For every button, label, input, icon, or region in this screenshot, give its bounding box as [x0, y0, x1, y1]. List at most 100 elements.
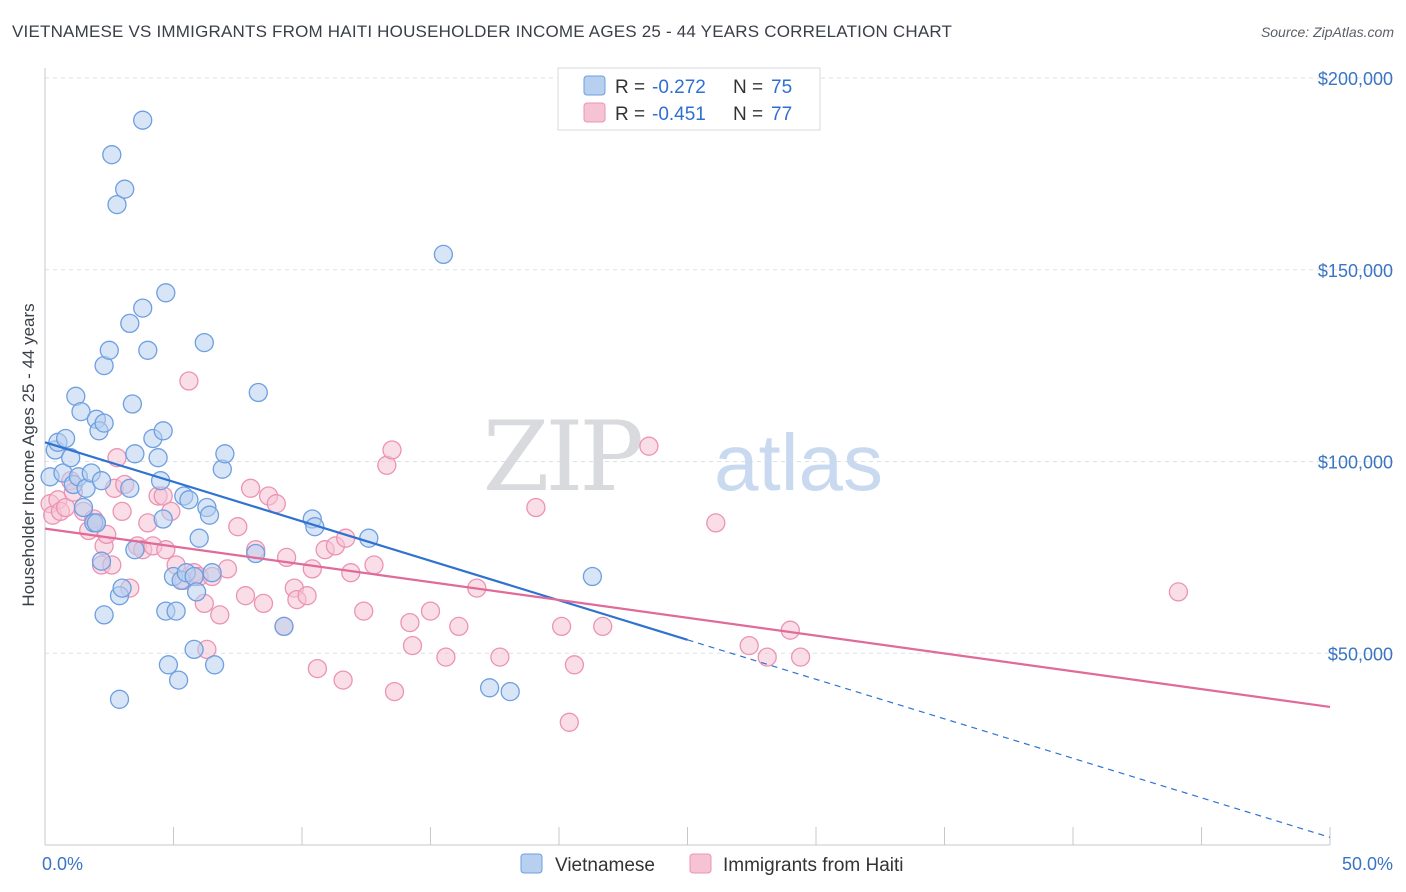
- vietnamese-trend-extension: [687, 639, 1331, 838]
- vietnamese-point-70: [479, 678, 500, 698]
- vietnamese-point-71: [500, 681, 520, 702]
- vietnamese-point-44: [158, 655, 179, 675]
- vietnamese-points: [40, 110, 603, 709]
- vietnamese-point-46: [166, 601, 186, 621]
- vietnamese-point-27: [109, 689, 130, 709]
- haiti-point-72: [564, 655, 585, 675]
- vietnamese-point-30: [120, 478, 140, 498]
- haiti-point-64: [420, 601, 441, 621]
- watermark-atlas: atlas: [714, 418, 883, 507]
- vietnamese-point-4: [55, 428, 76, 449]
- haiti-point-58: [364, 555, 384, 575]
- vietnamese-point-55: [189, 528, 209, 548]
- vietnamese-point-19: [91, 551, 112, 571]
- legend-r-label-2: R =: [615, 104, 645, 125]
- legend-n-label-1: N =: [733, 77, 763, 98]
- vietnamese-point-31: [122, 394, 143, 414]
- vietnamese-point-60: [204, 655, 225, 675]
- y-axis-label: Householder Income Ages 25 - 44 years: [19, 303, 38, 606]
- vietnamese-point-41: [153, 421, 173, 441]
- legend-r-label-1: R =: [615, 77, 645, 98]
- haiti-point-73: [593, 616, 613, 637]
- vietnamese-point-62: [215, 444, 235, 464]
- chart-title: VIETNAMESE VS IMMIGRANTS FROM HAITI HOUS…: [12, 22, 953, 41]
- x-tick-label-start: 0.0%: [42, 854, 83, 874]
- grid: [45, 77, 1395, 654]
- vietnamese-point-67: [305, 517, 325, 537]
- haiti-point-17: [112, 501, 132, 522]
- vietnamese-trend-line: [44, 441, 688, 641]
- y-tick-label-2: $150,000: [1318, 261, 1393, 281]
- vietnamese-point-28: [115, 179, 135, 199]
- haiti-point-30: [179, 371, 199, 391]
- vietnamese-point-17: [94, 413, 114, 433]
- y-tick-label-1: $100,000: [1318, 453, 1393, 473]
- haiti-point-65: [436, 647, 456, 667]
- haiti-trend-line: [44, 527, 1331, 709]
- vietnamese-point-9: [71, 401, 91, 422]
- watermark-zip: ZIP: [483, 401, 642, 513]
- haiti-point-49: [297, 586, 317, 606]
- vietnamese-point-42: [156, 283, 176, 303]
- vietnamese-point-26: [112, 578, 132, 598]
- y-tick-label-0: $50,000: [1328, 644, 1393, 664]
- haiti-point-62: [400, 612, 420, 633]
- haiti-point-74: [639, 436, 659, 456]
- vietnamese-point-5: [61, 448, 81, 468]
- legend-n-label-2: N =: [733, 104, 763, 125]
- legend-n-value-2: 77: [771, 104, 792, 125]
- series-legend-swatch-vietnamese: [520, 853, 543, 874]
- vietnamese-point-29: [120, 313, 140, 334]
- vietnamese-point-53: [184, 639, 204, 660]
- vietnamese-point-18: [86, 513, 107, 533]
- haiti-point-51: [307, 658, 328, 679]
- haiti-point-39: [235, 586, 256, 606]
- haiti-point-44: [266, 494, 286, 514]
- haiti-point-71: [559, 712, 579, 732]
- vietnamese-point-20: [94, 605, 114, 625]
- vietnamese-point-32: [125, 444, 145, 464]
- haiti-point-40: [240, 478, 261, 498]
- vietnamese-point-65: [274, 616, 294, 637]
- vietnamese-point-56: [194, 332, 214, 353]
- trend-lines: [44, 441, 1331, 838]
- legend-r-value-1: -0.272: [652, 77, 706, 98]
- series-legend-swatch-haiti: [689, 853, 712, 874]
- haiti-point-38: [228, 517, 248, 537]
- vietnamese-point-47: [168, 670, 189, 690]
- haiti-point-36: [210, 605, 230, 625]
- vietnamese-point-72: [582, 566, 603, 587]
- vietnamese-point-59: [202, 563, 222, 583]
- haiti-point-77: [757, 647, 777, 667]
- vietnamese-point-16: [91, 471, 112, 491]
- vietnamese-point-36: [138, 340, 158, 360]
- vietnamese-point-22: [99, 340, 119, 360]
- haiti-point-61: [384, 681, 405, 702]
- vietnamese-point-38: [148, 448, 168, 468]
- haiti-point-70: [551, 616, 572, 637]
- vietnamese-point-51: [179, 490, 199, 510]
- vietnamese-point-58: [199, 505, 220, 525]
- haiti-point-66: [449, 616, 469, 637]
- haiti-point-75: [706, 513, 726, 533]
- legend-swatch-haiti: [583, 102, 606, 123]
- vietnamese-point-35: [133, 110, 153, 130]
- haiti-point-76: [739, 635, 759, 656]
- haiti-point-60: [382, 440, 402, 460]
- vietnamese-point-64: [248, 382, 268, 403]
- watermark: ZIP atlas: [483, 401, 883, 513]
- x-tick-label-end: 50.0%: [1342, 854, 1393, 874]
- y-tick-label-3: $200,000: [1318, 69, 1393, 89]
- haiti-point-54: [333, 670, 353, 690]
- series-legend-vietnamese: Vietnamese: [555, 855, 655, 876]
- vietnamese-point-54: [186, 582, 207, 602]
- haiti-point-42: [253, 593, 274, 614]
- vietnamese-point-24: [107, 194, 127, 215]
- legend-r-value-2: -0.451: [652, 104, 706, 125]
- legend-n-value-1: 75: [771, 77, 792, 98]
- vietnamese-point-23: [102, 145, 122, 165]
- source-label: Source: ZipAtlas.com: [1260, 24, 1394, 40]
- axes: [44, 68, 1331, 846]
- vietnamese-point-40: [153, 509, 173, 529]
